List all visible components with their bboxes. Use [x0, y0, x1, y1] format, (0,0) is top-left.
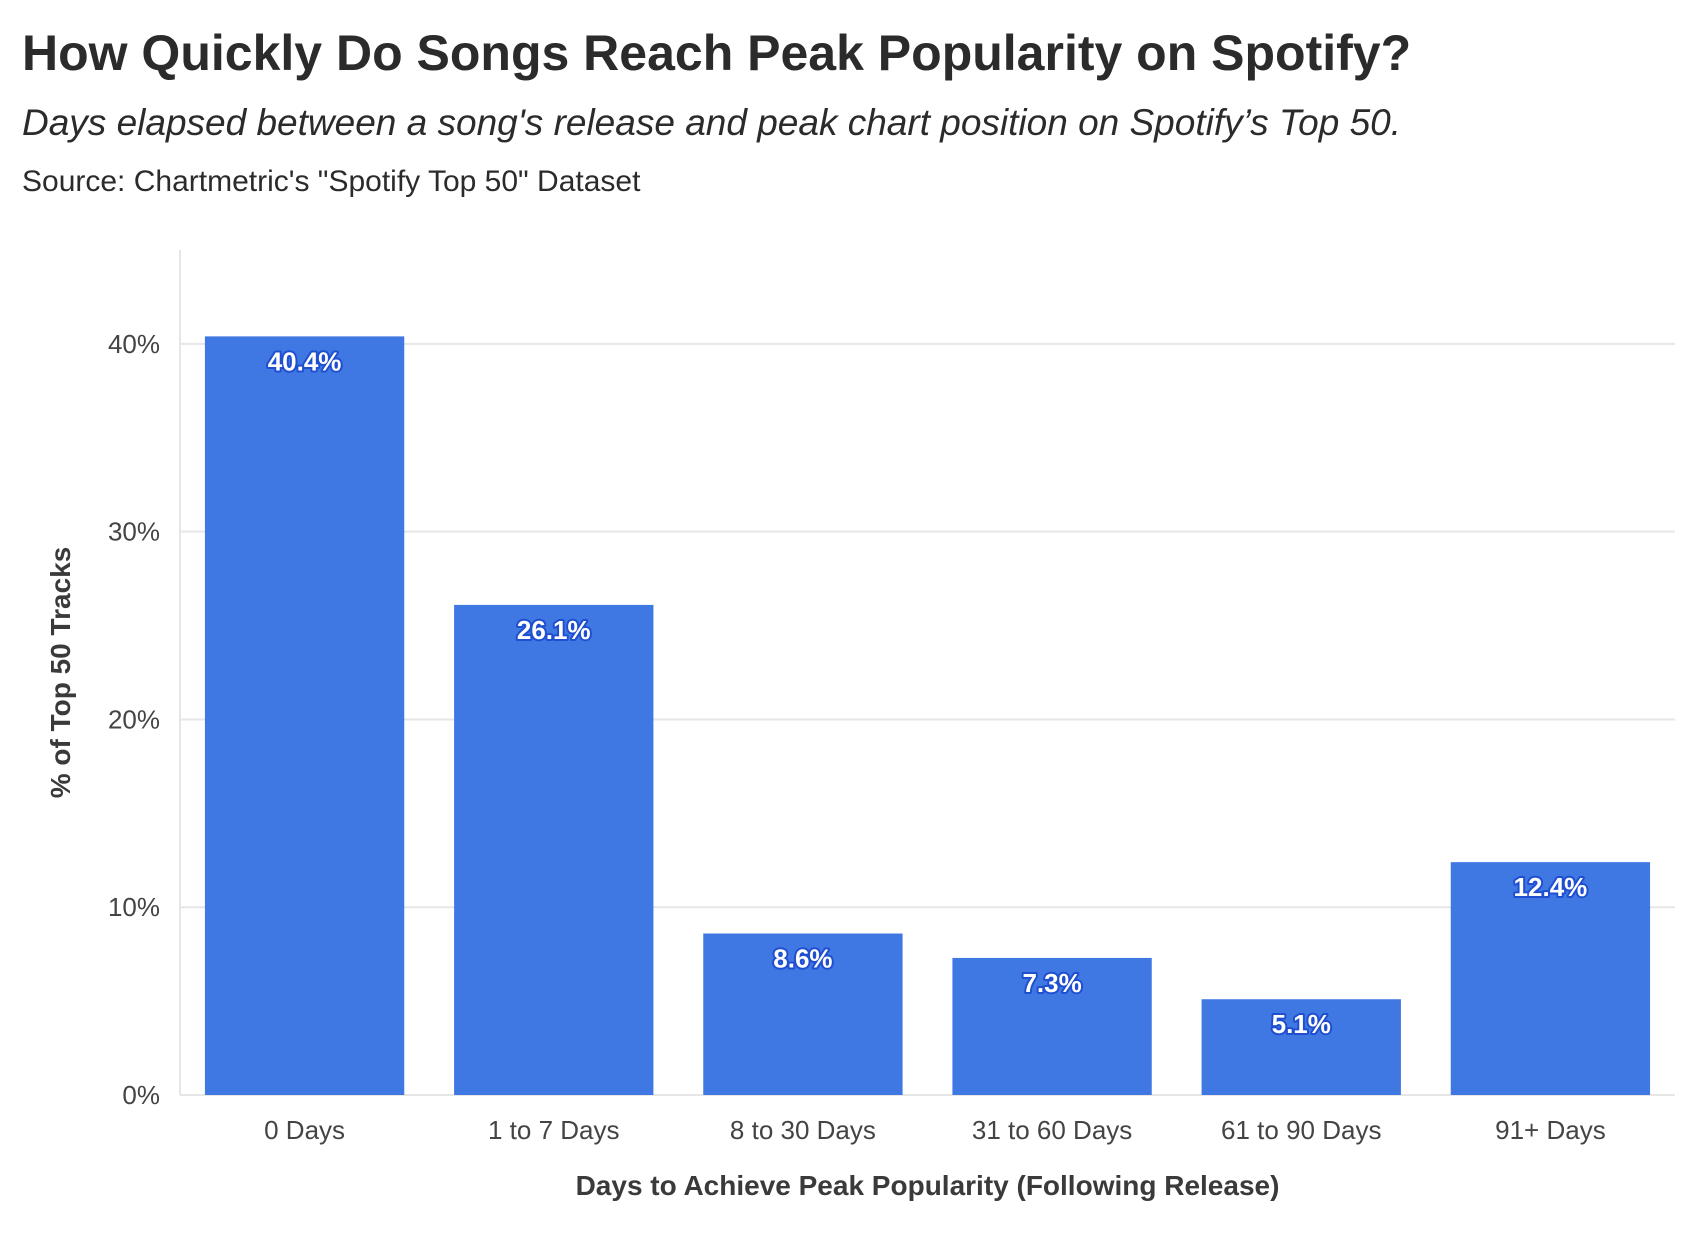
data-label: 12.4%: [1514, 872, 1588, 902]
gridlines: [180, 342, 1675, 1096]
chart-title: How Quickly Do Songs Reach Peak Populari…: [22, 25, 1412, 81]
y-tick-label: 30%: [108, 517, 160, 547]
x-tick-label: 61 to 90 Days: [1221, 1115, 1381, 1145]
y-axis-title: % of Top 50 Tracks: [45, 547, 76, 799]
data-label: 8.6%: [773, 944, 832, 974]
bar: [1201, 999, 1401, 1095]
x-tick-label: 31 to 60 Days: [972, 1115, 1132, 1145]
data-label: 40.4%: [268, 346, 342, 376]
y-tick-label: 20%: [108, 704, 160, 734]
x-axis-title: Days to Achieve Peak Popularity (Followi…: [576, 1170, 1280, 1201]
data-labels: 40.4% 26.1% 8.6% 7.3% 5.1% 12.4%: [266, 344, 1590, 1041]
bar: [454, 604, 654, 1095]
x-tick-label: 1 to 7 Days: [488, 1115, 620, 1145]
y-tick-label: 10%: [108, 892, 160, 922]
data-label: 26.1%: [517, 615, 591, 645]
x-tick-label: 0 Days: [264, 1115, 345, 1145]
y-tick-labels: 0% 10% 20% 30% 40%: [108, 329, 160, 1110]
x-tick-label: 91+ Days: [1495, 1115, 1606, 1145]
bar: [204, 336, 405, 1095]
bar: [952, 957, 1152, 1095]
bar: [1450, 862, 1651, 1095]
y-tick-label: 0%: [122, 1080, 160, 1110]
bar: [703, 933, 903, 1095]
chart-subtitle: Days elapsed between a song's release an…: [22, 102, 1402, 143]
data-label: 5.1%: [1272, 1009, 1331, 1039]
bars: [204, 336, 1651, 1095]
x-tick-label: 8 to 30 Days: [730, 1115, 876, 1145]
x-tick-labels: 0 Days 1 to 7 Days 8 to 30 Days 31 to 60 Da…: [264, 1115, 1606, 1145]
y-tick-label: 40%: [108, 329, 160, 359]
chart-source-caption: Source: Chartmetric's "Spotify Top 50" D…: [22, 165, 641, 198]
data-label: 7.3%: [1022, 968, 1081, 998]
